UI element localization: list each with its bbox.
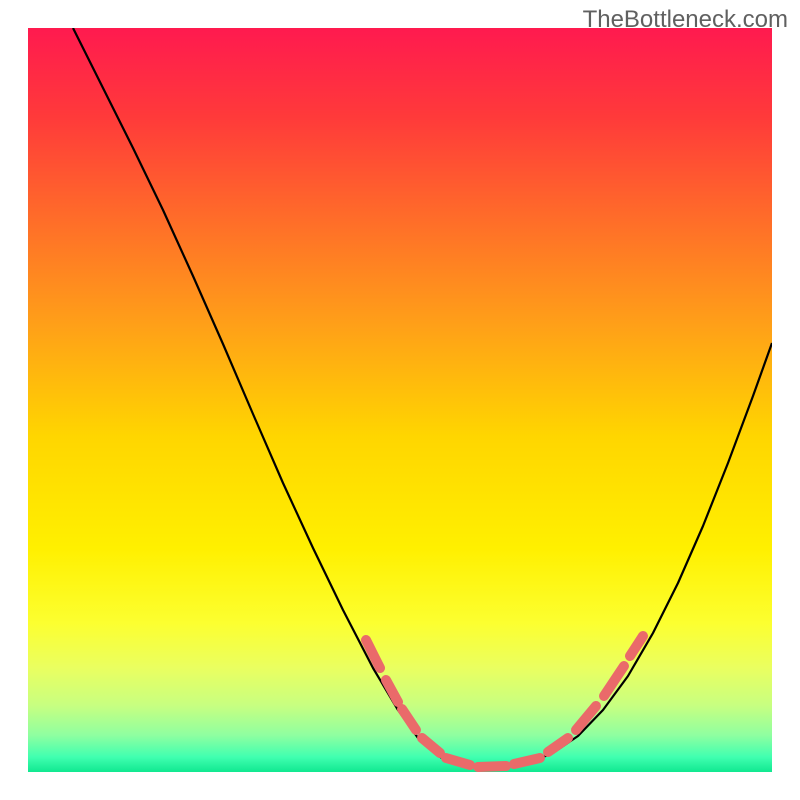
- dash-bottom-0: [446, 758, 470, 765]
- dash-bottom-2: [514, 758, 540, 764]
- chart-container: TheBottleneck.com: [0, 0, 800, 800]
- chart-background: [28, 28, 772, 772]
- bottleneck-curve-chart: [28, 28, 772, 772]
- plot-area: [28, 28, 772, 772]
- dash-bottom-1: [478, 766, 506, 767]
- watermark-text: TheBottleneck.com: [583, 6, 788, 34]
